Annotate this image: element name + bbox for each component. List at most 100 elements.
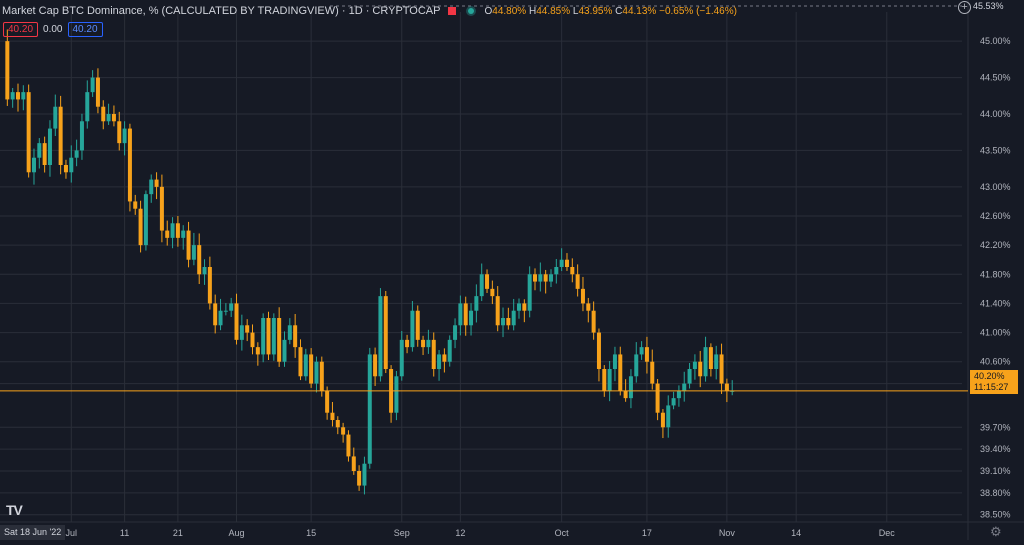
- candle-body: [426, 339, 431, 348]
- candle-body: [362, 463, 367, 486]
- candle-body: [159, 186, 164, 231]
- gear-icon[interactable]: ⚙: [990, 524, 1002, 539]
- candle: [239, 314, 244, 351]
- current-price-label: 40.20% 11:15:27: [970, 370, 1018, 394]
- candle-body: [229, 303, 234, 311]
- candle: [117, 111, 122, 151]
- candle: [559, 248, 564, 272]
- candle-body: [399, 339, 404, 377]
- candle-body: [650, 361, 655, 384]
- candle: [223, 303, 228, 316]
- candle: [101, 100, 106, 130]
- trade-buttons: 40.20 0.00 40.20: [3, 22, 103, 37]
- y-tick-label: 44.50%: [980, 73, 1011, 83]
- candle-body: [676, 390, 681, 399]
- candle-body: [346, 434, 351, 457]
- x-tick-label: 15: [306, 528, 316, 538]
- candle: [548, 269, 553, 288]
- candle: [10, 87, 15, 108]
- candle-body: [410, 310, 415, 348]
- x-tick-label: Dec: [879, 528, 896, 538]
- candle: [181, 225, 186, 250]
- candle: [79, 113, 84, 160]
- close-value: 44.13%: [622, 5, 657, 17]
- candle: [628, 369, 633, 409]
- candle: [111, 105, 116, 127]
- candle: [714, 345, 719, 380]
- crosshair-price-label: 45.53%: [973, 1, 1004, 11]
- candle-body: [708, 347, 713, 369]
- spread-value: 0.00: [43, 24, 63, 35]
- candle-body: [69, 157, 74, 173]
- candle-body: [405, 339, 410, 348]
- y-tick-label: 42.60%: [980, 211, 1011, 221]
- candle-body: [143, 194, 148, 246]
- candle: [612, 346, 617, 382]
- candle-body: [367, 354, 372, 464]
- candle: [202, 259, 207, 285]
- candle-body: [37, 143, 42, 158]
- candle-body: [154, 179, 159, 187]
- buy-button[interactable]: 40.20: [67, 22, 103, 37]
- candle-body: [298, 347, 303, 377]
- candle: [458, 295, 463, 336]
- plus-icon[interactable]: +: [958, 1, 971, 14]
- candle: [5, 29, 10, 106]
- candle-body: [453, 325, 458, 340]
- candle-body: [724, 383, 729, 391]
- candle: [191, 232, 196, 266]
- candle-body: [149, 179, 154, 195]
- candle: [122, 121, 127, 156]
- market-status-icon: [468, 8, 475, 14]
- candle: [415, 305, 420, 347]
- candle-body: [628, 376, 633, 399]
- candle-body: [191, 245, 196, 260]
- candle: [277, 307, 282, 367]
- candle-body: [596, 332, 601, 369]
- candle: [261, 313, 266, 363]
- x-tick-label: Oct: [555, 528, 570, 538]
- candle-body: [479, 274, 484, 297]
- candle-body: [538, 274, 543, 282]
- y-tick-label: 42.20%: [980, 240, 1011, 250]
- flag-icon[interactable]: [448, 7, 457, 15]
- tradingview-logo[interactable]: TV: [6, 502, 23, 518]
- candle-body: [554, 267, 559, 275]
- candle-body: [293, 325, 298, 348]
- candle: [618, 346, 623, 396]
- candle: [596, 328, 601, 382]
- candle: [703, 336, 708, 382]
- candle: [463, 296, 468, 336]
- candle-body: [202, 267, 207, 275]
- candle-body: [21, 92, 26, 100]
- candle-body: [335, 420, 340, 428]
- candle: [53, 94, 58, 137]
- candle: [644, 336, 649, 374]
- candle: [373, 347, 378, 386]
- candle: [527, 266, 532, 318]
- candle-body: [85, 92, 90, 122]
- candle: [319, 356, 324, 397]
- x-tick-label: 12: [455, 528, 465, 538]
- date-badge: Sat 18 Jun '22: [0, 525, 66, 540]
- candle: [335, 416, 340, 435]
- candle-body: [501, 318, 506, 326]
- candle-body: [287, 325, 292, 340]
- sell-button[interactable]: 40.20: [3, 22, 39, 37]
- candle: [698, 350, 703, 388]
- candle-body: [533, 274, 537, 282]
- candle-body: [330, 412, 335, 420]
- candle: [575, 264, 580, 297]
- low-label: L: [572, 5, 579, 17]
- close-label: C: [615, 5, 623, 17]
- candle-body: [671, 398, 676, 406]
- candle: [367, 347, 372, 469]
- candle-body: [223, 310, 228, 312]
- candle-body: [282, 339, 287, 362]
- candle: [37, 138, 42, 169]
- candle: [383, 290, 388, 374]
- candle: [175, 215, 180, 247]
- y-tick-label: 40.60%: [980, 357, 1011, 367]
